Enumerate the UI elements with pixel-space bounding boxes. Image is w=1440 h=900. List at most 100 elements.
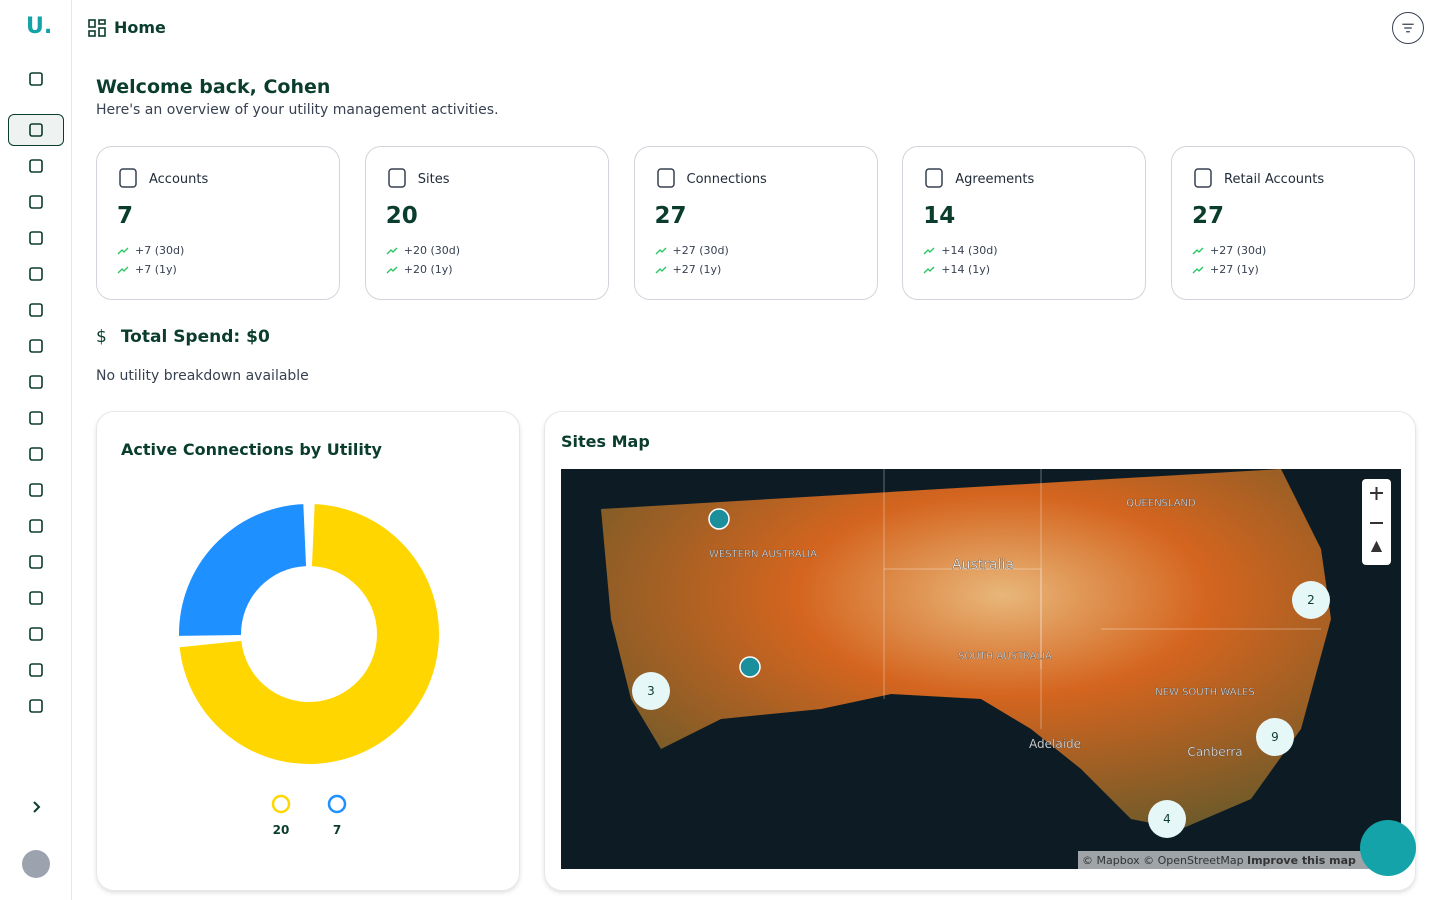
legend-icon: [327, 794, 347, 814]
trend-icon: [923, 266, 935, 274]
stat-change: +7 (30d): [135, 244, 185, 257]
stat-value: 27: [1192, 203, 1225, 229]
logo[interactable]: U.: [26, 14, 52, 39]
stat-card[interactable]: Agreements 14 +14 (30d) +14 (1y): [902, 146, 1147, 300]
nav-icon[interactable]: [27, 157, 45, 175]
nav-icon[interactable]: [27, 337, 45, 355]
cluster[interactable]: [632, 672, 670, 710]
dollar-icon: $: [96, 327, 107, 347]
page-title: Home: [114, 18, 166, 37]
nav-icon[interactable]: [27, 409, 45, 427]
stat-label: Sites: [417, 172, 450, 187]
trend-icon: [655, 266, 666, 274]
nav-icon-shape: [29, 72, 43, 86]
nav-icon-shape: [29, 339, 43, 353]
spend-note: No utility breakdown available: [96, 368, 309, 384]
trend-line: [117, 266, 129, 274]
nav-icon-shape: [29, 483, 43, 497]
trend-icon: [117, 247, 129, 255]
map-label: NEW SOUTH WALES: [1155, 687, 1255, 698]
stat-card[interactable]: Sites 20 +20 (30d) +20 (1y): [364, 146, 609, 300]
zoom-glyphs: [1370, 487, 1383, 552]
map-title: Sites Map: [561, 432, 650, 451]
stat-card[interactable]: Connections 27 +27 (30d) +27 (1y): [633, 146, 878, 300]
trend-line: [386, 266, 398, 274]
donut-slice: [179, 504, 307, 636]
chart-panel: Active Connections by Utility 20 7: [96, 411, 520, 891]
site-marker[interactable]: [708, 508, 730, 530]
nav-icon-shape: [29, 159, 43, 173]
nav-icon-shape: [29, 627, 43, 641]
legend-icon: [271, 794, 291, 814]
nav-icon[interactable]: [27, 697, 45, 715]
nav-icon[interactable]: [27, 301, 45, 319]
stat-change: +20 (30d): [403, 244, 461, 257]
stat-icon-shape: [388, 168, 406, 188]
map-label: WESTERN AUSTRALIA: [709, 549, 817, 560]
nav-icon[interactable]: [27, 70, 45, 88]
trend-icon: [1192, 247, 1204, 255]
stat-icon-shape: [1194, 168, 1212, 188]
cluster-count: 4: [1163, 812, 1171, 826]
stat-value: 27: [654, 203, 687, 229]
filter-button[interactable]: [1392, 12, 1424, 44]
nav-icon-shape: [29, 195, 43, 209]
map-panel: Sites Map WESTERN AUSTRALIA Australia SOUT…: [544, 411, 1416, 891]
page-header: Home: [88, 18, 166, 37]
map-label: Australia: [952, 557, 1014, 573]
donut-chart: 20 7: [179, 504, 440, 837]
logo-text: U.: [26, 14, 53, 39]
improve-map[interactable]: Improve this map: [1247, 854, 1356, 867]
stat-label: Accounts: [149, 172, 209, 187]
nav-icon[interactable]: [27, 517, 45, 535]
nav-icon[interactable]: [27, 445, 45, 463]
cluster[interactable]: [1148, 800, 1186, 838]
stat-change: +27 (1y): [1210, 263, 1259, 276]
stat-icon-shape: [119, 168, 137, 188]
stat-label: Agreements: [955, 172, 1035, 187]
trend-icon: [655, 247, 666, 255]
stat-change: +20 (1y): [403, 263, 453, 276]
nav-icon[interactable]: [27, 229, 45, 247]
nav-icon-shape: [29, 699, 43, 713]
nav-icon-shape: [29, 375, 43, 389]
cluster[interactable]: [1292, 581, 1330, 619]
nav-icon-shape: [29, 447, 43, 461]
stat-icon: [388, 168, 406, 188]
cluster[interactable]: [1256, 718, 1294, 756]
map-label: Canberra: [1187, 745, 1242, 759]
nav-icon-shape: [29, 231, 43, 245]
nav-icon[interactable]: [27, 553, 45, 571]
stat-card[interactable]: Accounts 7 +7 (30d) +7 (1y): [96, 146, 340, 300]
nav-icon[interactable]: [27, 121, 45, 139]
welcome-title: Welcome back, Cohen: [96, 76, 331, 98]
active-nav[interactable]: [8, 114, 64, 146]
nav-icon-shape: [29, 555, 43, 569]
stat-value: 14: [923, 203, 956, 229]
avatar[interactable]: [22, 850, 50, 878]
nav-icon[interactable]: [27, 373, 45, 391]
stat-value: 20: [385, 203, 418, 229]
map[interactable]: WESTERN AUSTRALIA Australia SOUTH AUSTRALI…: [561, 469, 1401, 869]
stat-icon: [1194, 168, 1212, 188]
trend-icon: [1192, 266, 1204, 274]
attribution-bg: [1078, 851, 1401, 869]
nav-icon-shape: [29, 303, 43, 317]
stat-icon: [119, 168, 137, 188]
attribution: © Mapbox © OpenStreetMap: [1082, 854, 1244, 867]
assistant-button[interactable]: [1360, 820, 1416, 876]
nav-icon[interactable]: [27, 193, 45, 211]
nav-icon[interactable]: [27, 661, 45, 679]
nav-icon[interactable]: [27, 589, 45, 607]
nav-icon[interactable]: [27, 265, 45, 283]
nav-icon[interactable]: [27, 625, 45, 643]
trend-icon: [386, 266, 398, 274]
stat-icon: [925, 168, 943, 188]
site-marker[interactable]: [739, 656, 761, 678]
stat-value: 7: [117, 203, 134, 229]
stat-card[interactable]: Retail Accounts 27 +27 (30d) +27 (1y): [1171, 146, 1415, 300]
nav-icon[interactable]: [27, 481, 45, 499]
expand-icon[interactable]: [27, 798, 45, 816]
stat-change: +27 (30d): [1210, 244, 1267, 257]
